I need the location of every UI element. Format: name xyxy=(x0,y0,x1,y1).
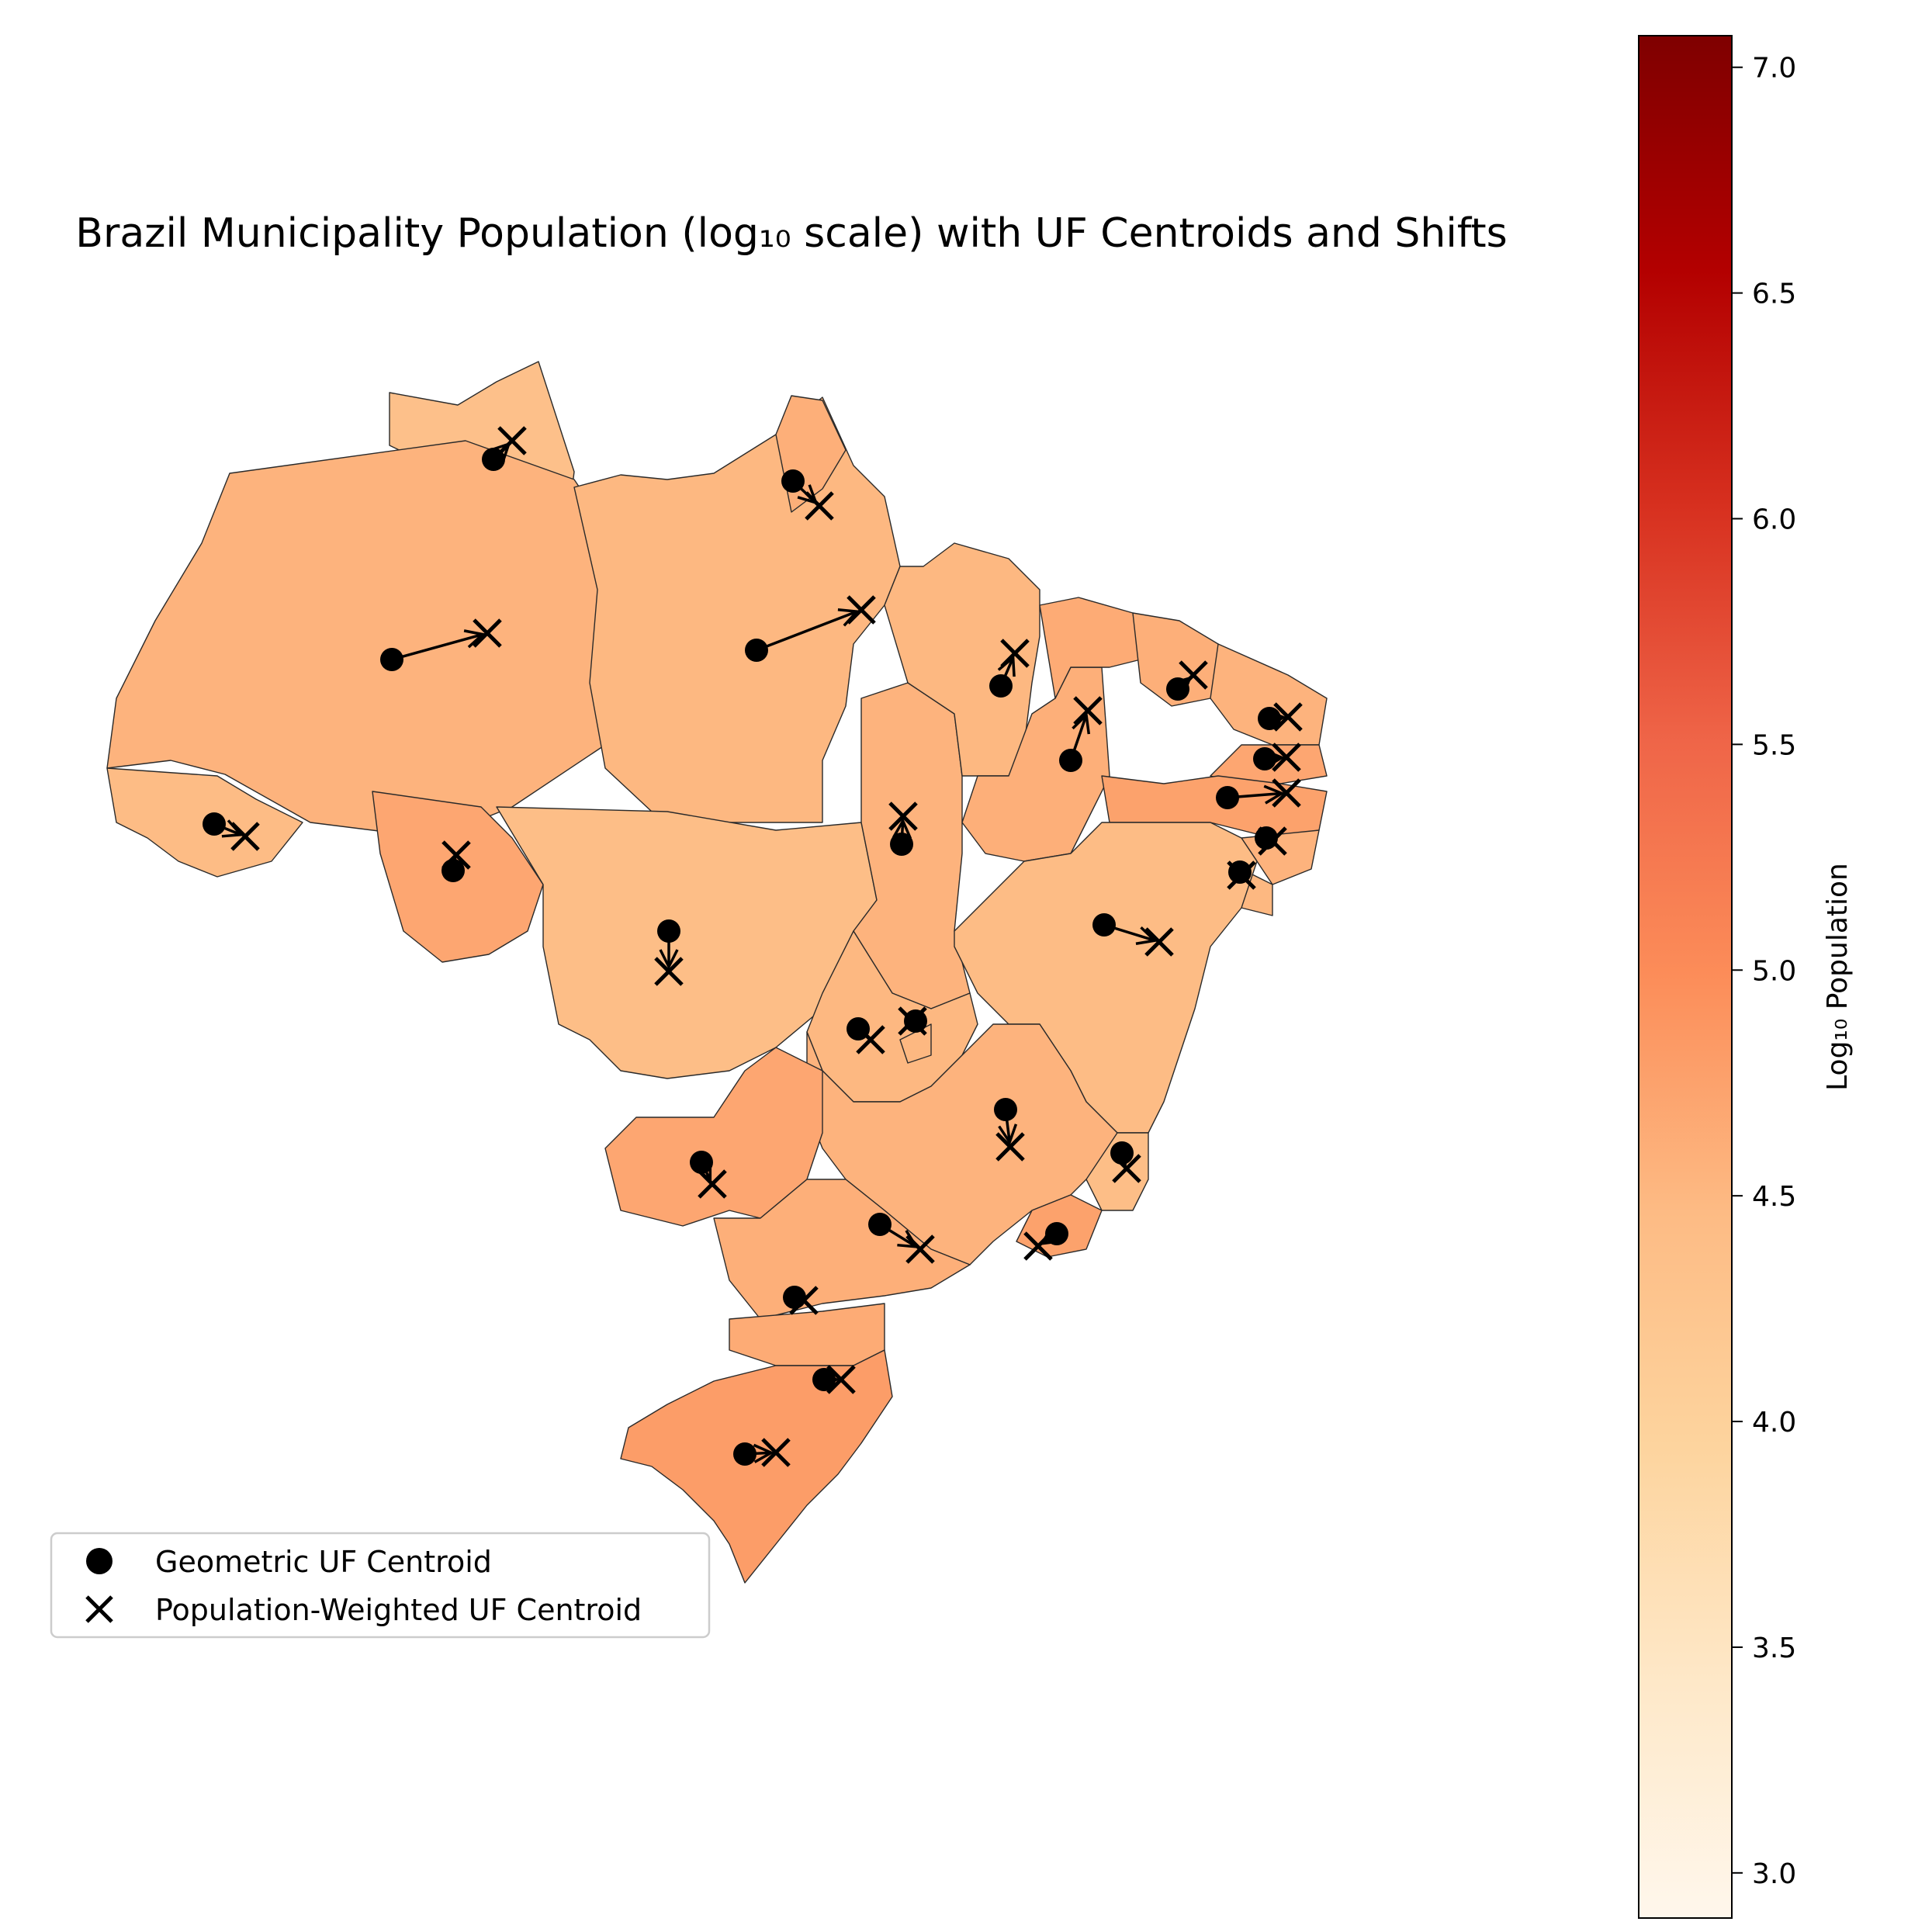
state-region xyxy=(1039,597,1141,699)
colorbar-tick-label: 6.0 xyxy=(1752,504,1796,535)
geometric-centroid-marker xyxy=(380,648,403,671)
colorbar: 3.0 3.5 4.0 4.5 5.0 5.5 6.0 6.5 7.0 Log₁₀ Popula… xyxy=(1638,35,1854,1919)
weighted-centroid-marker xyxy=(1227,860,1256,890)
weighted-centroid-marker xyxy=(1023,1231,1053,1261)
geometric-centroid-marker xyxy=(1258,707,1281,730)
legend-item-geometric: Geometric UF Centroid xyxy=(86,1545,492,1579)
geometric-centroid-marker xyxy=(994,1098,1017,1121)
colorbar-tick-label: 5.0 xyxy=(1752,955,1796,987)
geometric-centroid-marker xyxy=(868,1213,892,1236)
geometric-centroid-marker xyxy=(657,919,680,943)
colorbar-label: Log₁₀ Population xyxy=(1822,863,1854,1091)
geometric-centroid-marker xyxy=(1092,913,1116,937)
weighted-centroid-marker xyxy=(1179,660,1208,690)
colorbar-ticks: 3.0 3.5 4.0 4.5 5.0 5.5 6.0 6.5 7.0 xyxy=(1732,53,1796,1890)
weighted-centroid-marker xyxy=(497,426,527,455)
weighted-centroid-marker xyxy=(826,1365,856,1394)
weighted-centroid-marker xyxy=(761,1438,791,1467)
state-region xyxy=(961,667,1110,862)
legend-x-marker xyxy=(85,1595,113,1623)
legend-label-geometric: Geometric UF Centroid xyxy=(155,1545,492,1579)
geometric-centroid-marker xyxy=(890,833,913,856)
weighted-centroid-marker xyxy=(847,595,876,625)
weighted-centroid-marker xyxy=(898,1006,927,1036)
geometric-centroid-marker xyxy=(781,469,805,493)
shift-arrow xyxy=(391,632,483,661)
geometric-centroid-marker xyxy=(904,1009,927,1033)
colorbar-tick-label: 6.5 xyxy=(1752,279,1796,310)
state-region xyxy=(620,1349,893,1584)
colorbar-tick-label: 3.0 xyxy=(1752,1858,1796,1890)
state-region xyxy=(496,806,878,1079)
brazil-map xyxy=(106,361,1328,1584)
shift-arrow-head xyxy=(1135,926,1158,945)
weighted-centroid-marker xyxy=(654,957,684,986)
weighted-centroid-marker xyxy=(1112,1154,1141,1183)
weighted-centroid-marker xyxy=(473,618,502,648)
legend-label-weighted: Population-Weighted UF Centroid xyxy=(155,1593,642,1627)
legend-frame xyxy=(50,1532,711,1639)
geometric-centroid-marker xyxy=(1216,786,1239,809)
weighted-centroid-marker xyxy=(1258,826,1287,856)
weighted-centroid-marker xyxy=(888,802,918,831)
geometric-centroid-marker xyxy=(203,812,226,836)
weighted-centroid-marker xyxy=(805,491,834,521)
weighted-centroid-marker xyxy=(856,1025,885,1054)
weighted-centroid-marker xyxy=(1272,778,1301,808)
weighted-centroid-marker xyxy=(230,822,260,851)
state-region xyxy=(729,1303,885,1366)
shift-arrow-head xyxy=(753,1443,774,1463)
shift-arrow xyxy=(756,610,858,652)
shift-arrow-head xyxy=(1263,784,1285,805)
geometric-centroid-marker xyxy=(1253,747,1276,770)
state-polygons xyxy=(106,361,1328,1584)
shift-arrow-head xyxy=(998,1124,1018,1145)
geometric-centroid-marker xyxy=(1059,749,1082,772)
colorbar-tick-label: 4.5 xyxy=(1752,1181,1796,1213)
legend-item-weighted: Population-Weighted UF Centroid xyxy=(85,1593,642,1627)
weighted-centroid-marker xyxy=(441,840,471,870)
weighted-centroid-marker xyxy=(698,1169,727,1199)
geometric-centroid-marker xyxy=(989,674,1013,698)
legend-circle-marker xyxy=(86,1548,113,1574)
weighted-centroid-marker xyxy=(1273,702,1303,732)
weighted-centroid-marker xyxy=(905,1234,935,1264)
geometric-centroid-marker xyxy=(733,1442,757,1466)
geometric-centroid-marker xyxy=(812,1368,836,1391)
colorbar-gradient xyxy=(1638,35,1733,1919)
weighted-centroid-marker xyxy=(995,1132,1025,1162)
colorbar-tick-label: 4.0 xyxy=(1752,1407,1796,1439)
geometric-centroid-marker xyxy=(1045,1222,1068,1245)
weighted-centroid-marker xyxy=(1073,696,1103,725)
centroid-markers xyxy=(203,426,1303,1467)
geometric-centroid-marker xyxy=(745,639,768,662)
shift-arrow-head xyxy=(463,629,486,649)
shift-arrow-head xyxy=(892,818,912,840)
weighted-centroid-marker xyxy=(1144,927,1174,957)
weighted-centroid-marker xyxy=(789,1286,819,1315)
legend: Geometric UF Centroid Population-Weighte… xyxy=(50,1532,711,1639)
weighted-centroid-marker xyxy=(1272,743,1301,772)
geometric-centroid-marker xyxy=(690,1151,713,1174)
weighted-centroid-marker xyxy=(1000,639,1030,668)
colorbar-tick-label: 5.5 xyxy=(1752,729,1796,761)
map-title: Brazil Municipality Population (log₁₀ sc… xyxy=(75,210,1507,257)
shift-arrow-head xyxy=(659,949,679,970)
colorbar-tick-label: 7.0 xyxy=(1752,53,1796,85)
colorbar-tick-label: 3.5 xyxy=(1752,1633,1796,1664)
